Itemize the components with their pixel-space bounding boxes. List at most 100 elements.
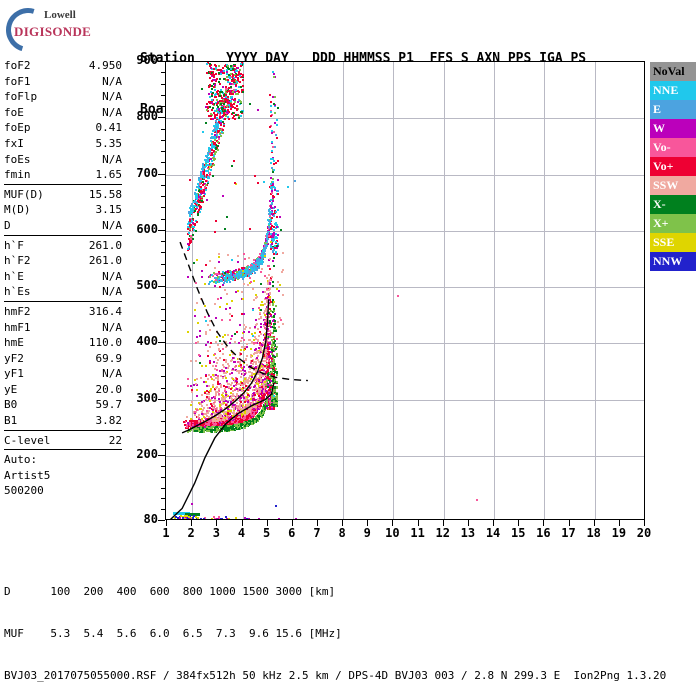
scatter-point (184, 424, 187, 427)
param-row-he: h`E N/A (4, 269, 122, 285)
param-key: foF1 (4, 74, 31, 88)
param-key: fmin (4, 168, 31, 182)
param-row-yf2: yF2 69.9 (4, 351, 122, 367)
param-divider (4, 429, 122, 431)
gridline-x-10 (393, 62, 395, 519)
param-row-foep: foEp 0.41 (4, 120, 122, 136)
scatter-point (270, 151, 273, 154)
gridline-y-400 (166, 343, 644, 345)
param-row-fmin: fmin 1.65 (4, 167, 122, 183)
scatter-point (267, 356, 270, 359)
param-row-clevel: C-level 22 (4, 433, 122, 449)
scatter-point (183, 421, 186, 424)
param-row-d: D N/A (4, 218, 122, 234)
scatter-point (220, 418, 223, 421)
param-value: 316.4 (88, 304, 122, 318)
param-value: 59.7 (95, 398, 123, 412)
param-key: h`E (4, 269, 24, 283)
logo-lowell-text: Lowell (44, 9, 76, 21)
param-value: 0.41 (95, 121, 123, 135)
gridline-y-600 (166, 230, 644, 232)
param-row-foe: foE N/A (4, 105, 122, 121)
scatter-point (268, 199, 271, 202)
param-key: B0 (4, 398, 18, 412)
scatter-point (268, 264, 271, 267)
param-key: fxI (4, 136, 24, 150)
auto-scaler-line-0: Auto: (4, 453, 38, 467)
scatter-point (255, 410, 258, 413)
param-row-foflp: foFlp N/A (4, 89, 122, 105)
param-value: 20.0 (95, 382, 123, 396)
scatter-point (189, 421, 192, 424)
param-key: D (4, 218, 11, 232)
scatter-point (267, 335, 270, 338)
scatter-point (208, 422, 210, 425)
auto-scaler-line-1: Artist5 (4, 468, 51, 482)
scatter-point (268, 186, 271, 188)
scatter-point (194, 424, 197, 427)
param-value: 261.0 (88, 238, 122, 252)
param-value: N/A (102, 367, 122, 381)
param-row-hmf2: hmF2 316.4 (4, 304, 122, 320)
logo-digisonde-text: DIGISONDE (14, 24, 92, 39)
param-value: 3.15 (95, 203, 123, 217)
param-value: N/A (102, 320, 122, 334)
param-value: 5.35 (95, 136, 123, 150)
scatter-point (270, 301, 273, 304)
param-divider (4, 449, 122, 451)
param-key: hmE (4, 336, 24, 350)
gridline-x-14 (494, 62, 496, 519)
scatter-point (265, 367, 268, 370)
auto-scaler-line-2: 500200 (4, 484, 44, 498)
param-key: B1 (4, 414, 18, 428)
param-value: N/A (102, 90, 122, 104)
param-key: h`F2 (4, 254, 31, 268)
param-divider (4, 183, 122, 185)
scatter-point (264, 375, 267, 378)
param-value: 110.0 (88, 336, 122, 350)
scatter-point (202, 423, 204, 426)
param-divider (4, 234, 122, 236)
param-value: 22 (108, 433, 122, 447)
param-value: N/A (102, 74, 122, 88)
param-row-hmf1: hmF1 N/A (4, 320, 122, 336)
scatter-point (187, 427, 190, 430)
param-value: 3.82 (95, 414, 123, 428)
param-row-b1: B1 3.82 (4, 413, 122, 429)
scatter-point (199, 420, 202, 423)
param-row-md: M(D) 3.15 (4, 202, 122, 218)
gridline-x-6 (292, 62, 294, 519)
param-value: N/A (102, 105, 122, 119)
ionogram-plot-area[interactable] (165, 61, 645, 520)
param-value: N/A (102, 285, 122, 299)
scatter-point (254, 412, 256, 415)
param-value: 15.58 (88, 187, 122, 201)
scatter-point (269, 322, 272, 325)
param-key: foEs (4, 152, 31, 166)
scatter-point (220, 420, 223, 422)
param-row-hes: h`Es N/A (4, 284, 122, 300)
param-row-b0: B0 59.7 (4, 397, 122, 413)
param-key: yF1 (4, 367, 24, 381)
param-value: N/A (102, 269, 122, 283)
param-value: 261.0 (88, 254, 122, 268)
gridline-x-4 (242, 62, 244, 519)
param-key: hmF2 (4, 304, 31, 318)
ionogram-parameter-panel: foF2 4.950 foF1 N/A foFlp N/A foE N/A foEp 0.41 fx… (4, 58, 122, 499)
plot-scatter-points (166, 62, 644, 519)
param-value: N/A (102, 218, 122, 232)
param-key: MUF(D) (4, 187, 44, 201)
gridline-y-300 (166, 399, 644, 401)
gridline-y-800 (166, 118, 644, 120)
param-key: h`Es (4, 285, 31, 299)
param-key: foFlp (4, 90, 38, 104)
scatter-point (262, 395, 265, 397)
gridline-x-12 (443, 62, 445, 519)
scatter-point (269, 277, 272, 280)
param-key: foE (4, 105, 24, 119)
scatter-point (268, 350, 271, 353)
scatter-point (268, 268, 271, 271)
param-row-foes: foEs N/A (4, 152, 122, 168)
param-key: hmF1 (4, 320, 31, 334)
param-key: M(D) (4, 203, 31, 217)
